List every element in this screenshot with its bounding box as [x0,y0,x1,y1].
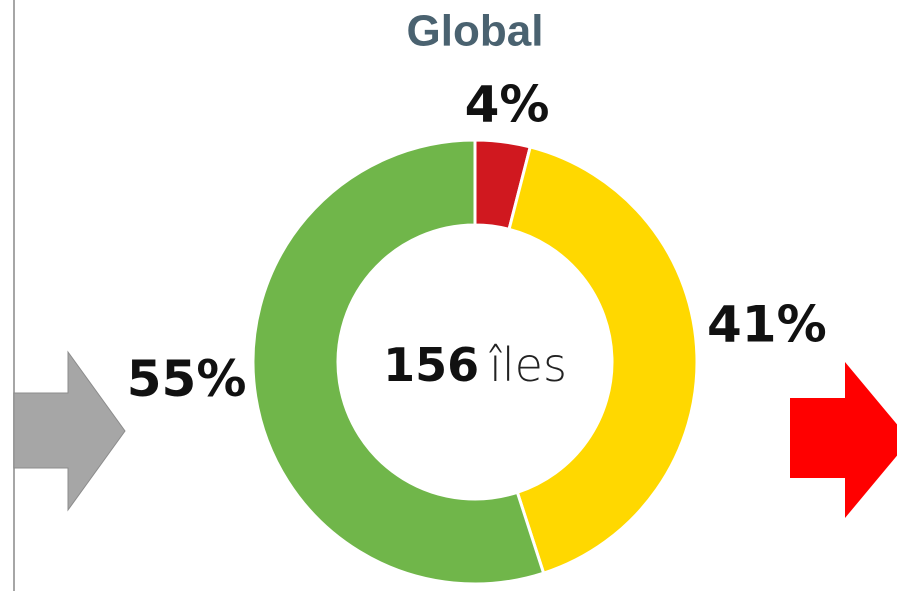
donut-slice [507,145,699,576]
center-label: 156 îles [383,338,567,392]
right-arrow [790,362,897,518]
donut-slice [251,138,546,586]
value-label: 41% [707,295,827,353]
value-label: 55% [127,350,247,408]
value-label: 4% [465,76,550,134]
center-number: 156 [383,338,479,392]
center-text: îles [488,338,567,392]
left-arrow [13,350,126,512]
chart-title: Global [407,7,544,56]
